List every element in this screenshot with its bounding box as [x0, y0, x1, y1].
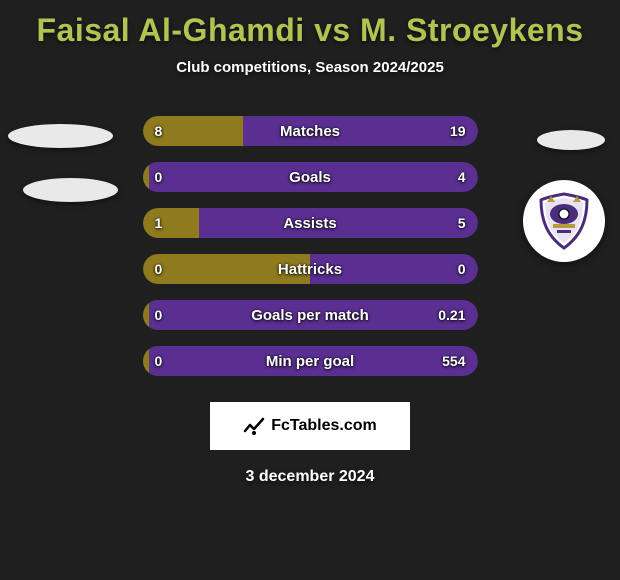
brand-badge: FcTables.com: [210, 402, 410, 450]
brand-text: FcTables.com: [271, 417, 377, 435]
left-placeholder-oval-2: [23, 178, 118, 202]
stat-bar: 819Matches: [143, 116, 478, 146]
brand-logo-icon: [243, 415, 265, 437]
stats-bar-group: 819Matches 04Goals 15Assists 00Hattricks 00.…: [143, 116, 478, 376]
page-title: Faisal Al-Ghamdi vs M. Stroeykens: [0, 0, 620, 49]
right-club-logo: [523, 180, 605, 262]
stat-bar: 00Hattricks: [143, 254, 478, 284]
stat-bar: 15Assists: [143, 208, 478, 238]
stat-label: Goals: [143, 162, 478, 192]
date-label: 3 december 2024: [0, 468, 620, 486]
stat-label: Min per goal: [143, 346, 478, 376]
anderlecht-crest-icon: [533, 190, 595, 252]
subtitle: Club competitions, Season 2024/2025: [0, 59, 620, 76]
stat-bar: 04Goals: [143, 162, 478, 192]
stat-label: Hattricks: [143, 254, 478, 284]
stat-label: Goals per match: [143, 300, 478, 330]
stat-label: Matches: [143, 116, 478, 146]
stat-bar: 0554Min per goal: [143, 346, 478, 376]
left-placeholder-oval-1: [8, 124, 113, 148]
stat-label: Assists: [143, 208, 478, 238]
stat-bar: 00.21Goals per match: [143, 300, 478, 330]
right-placeholder-oval: [537, 130, 605, 150]
